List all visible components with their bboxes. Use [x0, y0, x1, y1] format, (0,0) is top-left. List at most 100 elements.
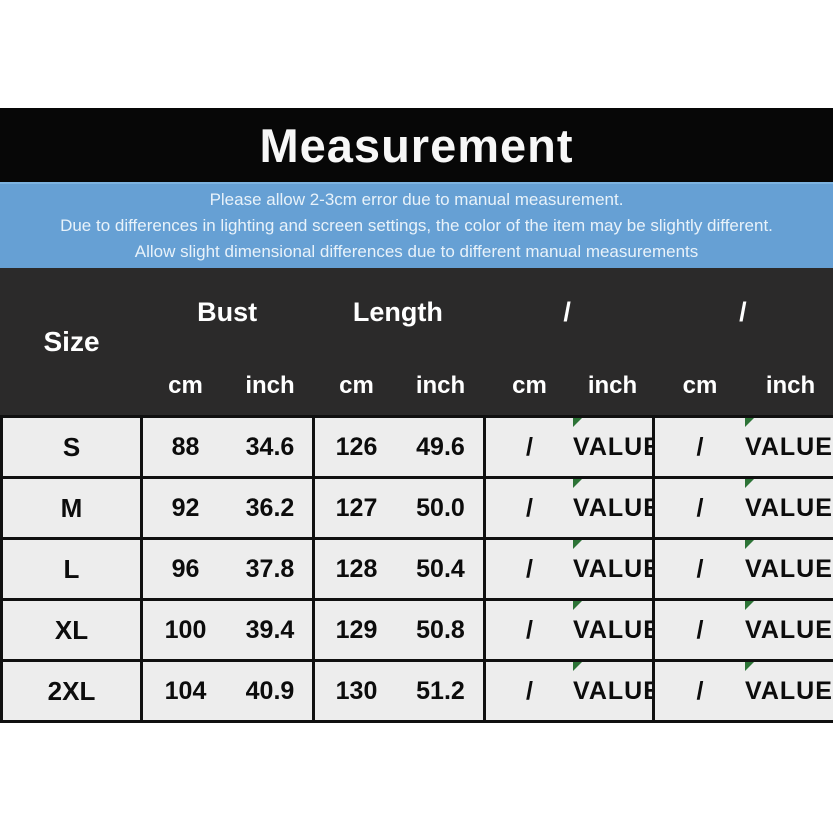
- bust-group-cell: 92 36.2: [143, 479, 315, 537]
- table-row: S 88 34.6 126 49.6 / VALUE / VALUE: [0, 415, 833, 476]
- column-group-3: /: [563, 296, 571, 327]
- length-cm-value: 128: [335, 554, 378, 583]
- bust-inch-value: 36.2: [245, 493, 295, 522]
- unit-label: inch: [587, 371, 638, 399]
- group4-cm-value: /: [696, 676, 704, 705]
- group4-cell: / VALUE: [655, 601, 833, 659]
- title-band: Measurement: [0, 108, 833, 182]
- length-inch-value: 49.6: [416, 432, 465, 461]
- group4-cm-value: /: [696, 615, 704, 644]
- length-group-cell: 129 50.8: [315, 601, 486, 659]
- error-indicator-icon: [573, 662, 582, 671]
- group3-cell: / VALUE: [486, 662, 655, 720]
- length-inch-value: 51.2: [416, 676, 465, 705]
- bust-inch-value: 34.6: [245, 432, 295, 461]
- unit-label: inch: [245, 371, 295, 399]
- bust-group-cell: 104 40.9: [143, 662, 315, 720]
- group3-inch-value: VALUE: [573, 540, 652, 598]
- group4-cell: / VALUE: [655, 479, 833, 537]
- length-group-cell: 128 50.4: [315, 540, 486, 598]
- column-group-length: Length: [352, 296, 443, 327]
- group4-inch-value: VALUE: [745, 662, 833, 720]
- error-indicator-icon: [745, 601, 754, 610]
- group-header-row: Bust Length / /: [0, 268, 833, 356]
- group3-cm-value: /: [526, 432, 533, 461]
- bust-inch-value: 39.4: [245, 615, 295, 644]
- notice-line: Allow slight dimensional differences due…: [134, 242, 699, 261]
- group3-cell: / VALUE: [486, 479, 655, 537]
- group3-cm-value: /: [526, 676, 533, 705]
- group3-cm-value: /: [526, 554, 533, 583]
- unit-group: cm inch: [143, 356, 315, 415]
- error-indicator-icon: [745, 662, 754, 671]
- group3-cm-value: /: [526, 615, 533, 644]
- group4-inch-value: VALUE: [745, 601, 833, 659]
- unit-label: cm: [512, 371, 547, 399]
- bust-cm-value: 88: [171, 432, 200, 461]
- error-indicator-icon: [745, 540, 754, 549]
- group4-cm-value: /: [696, 493, 704, 522]
- size-cell: M: [3, 479, 143, 537]
- unit-label: cm: [339, 371, 374, 399]
- group3-inch-value: VALUE: [573, 601, 652, 659]
- group3-cell: / VALUE: [486, 540, 655, 598]
- unit-label: cm: [168, 371, 203, 399]
- bust-cm-value: 96: [171, 554, 200, 583]
- column-group-4: /: [739, 296, 747, 327]
- notice-line: Please allow 2-3cm error due to manual m…: [209, 190, 624, 209]
- length-cm-value: 129: [335, 615, 378, 644]
- length-group-cell: 126 49.6: [315, 418, 486, 476]
- error-indicator-icon: [573, 540, 582, 549]
- page-title: Measurement: [259, 118, 574, 172]
- size-column-header: Size: [43, 325, 100, 357]
- length-inch-value: 50.4: [416, 554, 465, 583]
- bust-cm-value: 104: [164, 676, 207, 705]
- group4-cell: / VALUE: [655, 662, 833, 720]
- size-cell: L: [3, 540, 143, 598]
- bust-group-cell: 88 34.6: [143, 418, 315, 476]
- group3-cell: / VALUE: [486, 601, 655, 659]
- length-cm-value: 127: [335, 493, 378, 522]
- table-body: S 88 34.6 126 49.6 / VALUE / VALUE: [0, 415, 833, 723]
- group4-cell: / VALUE: [655, 418, 833, 476]
- group3-cm-value: /: [526, 493, 533, 522]
- column-group-bust: Bust: [197, 296, 258, 327]
- bust-group-cell: 100 39.4: [143, 601, 315, 659]
- error-indicator-icon: [573, 479, 582, 488]
- length-cm-value: 130: [335, 676, 378, 705]
- length-inch-value: 50.0: [416, 493, 465, 522]
- unit-group: cm inch: [486, 356, 655, 415]
- group3-inch-value: VALUE: [573, 479, 652, 537]
- notice-line: Due to differences in lighting and scree…: [60, 216, 773, 235]
- bust-cm-value: 100: [164, 615, 207, 644]
- group4-cm-value: /: [696, 432, 704, 461]
- table-row: 2XL 104 40.9 130 51.2 / VALUE / VA: [0, 659, 833, 723]
- unit-header-row: cm inch cm inch cm inch cm inch: [0, 356, 833, 415]
- bust-inch-value: 37.8: [245, 554, 295, 583]
- length-inch-value: 50.8: [416, 615, 465, 644]
- error-indicator-icon: [745, 418, 754, 427]
- table-row: M 92 36.2 127 50.0 / VALUE / VALUE: [0, 476, 833, 537]
- unit-group: cm inch: [655, 356, 833, 415]
- group4-inch-value: VALUE: [745, 418, 833, 476]
- unit-group: cm inch: [315, 356, 486, 415]
- table-header: Size Bust Length / / cm inch cm inch cm …: [0, 268, 833, 415]
- bust-cm-value: 92: [171, 493, 200, 522]
- bust-group-cell: 96 37.8: [143, 540, 315, 598]
- group4-cm-value: /: [696, 554, 704, 583]
- length-group-cell: 130 51.2: [315, 662, 486, 720]
- group4-inch-value: VALUE: [745, 540, 833, 598]
- error-indicator-icon: [745, 479, 754, 488]
- length-group-cell: 127 50.0: [315, 479, 486, 537]
- table-row: XL 100 39.4 129 50.8 / VALUE / VAL: [0, 598, 833, 659]
- size-cell: XL: [3, 601, 143, 659]
- error-indicator-icon: [573, 601, 582, 610]
- table-row: L 96 37.8 128 50.4 / VALUE / VALUE: [0, 537, 833, 598]
- group3-inch-value: VALUE: [573, 418, 652, 476]
- size-cell: S: [3, 418, 143, 476]
- error-indicator-icon: [573, 418, 582, 427]
- length-cm-value: 126: [335, 432, 378, 461]
- group4-cell: / VALUE: [655, 540, 833, 598]
- group3-cell: / VALUE: [486, 418, 655, 476]
